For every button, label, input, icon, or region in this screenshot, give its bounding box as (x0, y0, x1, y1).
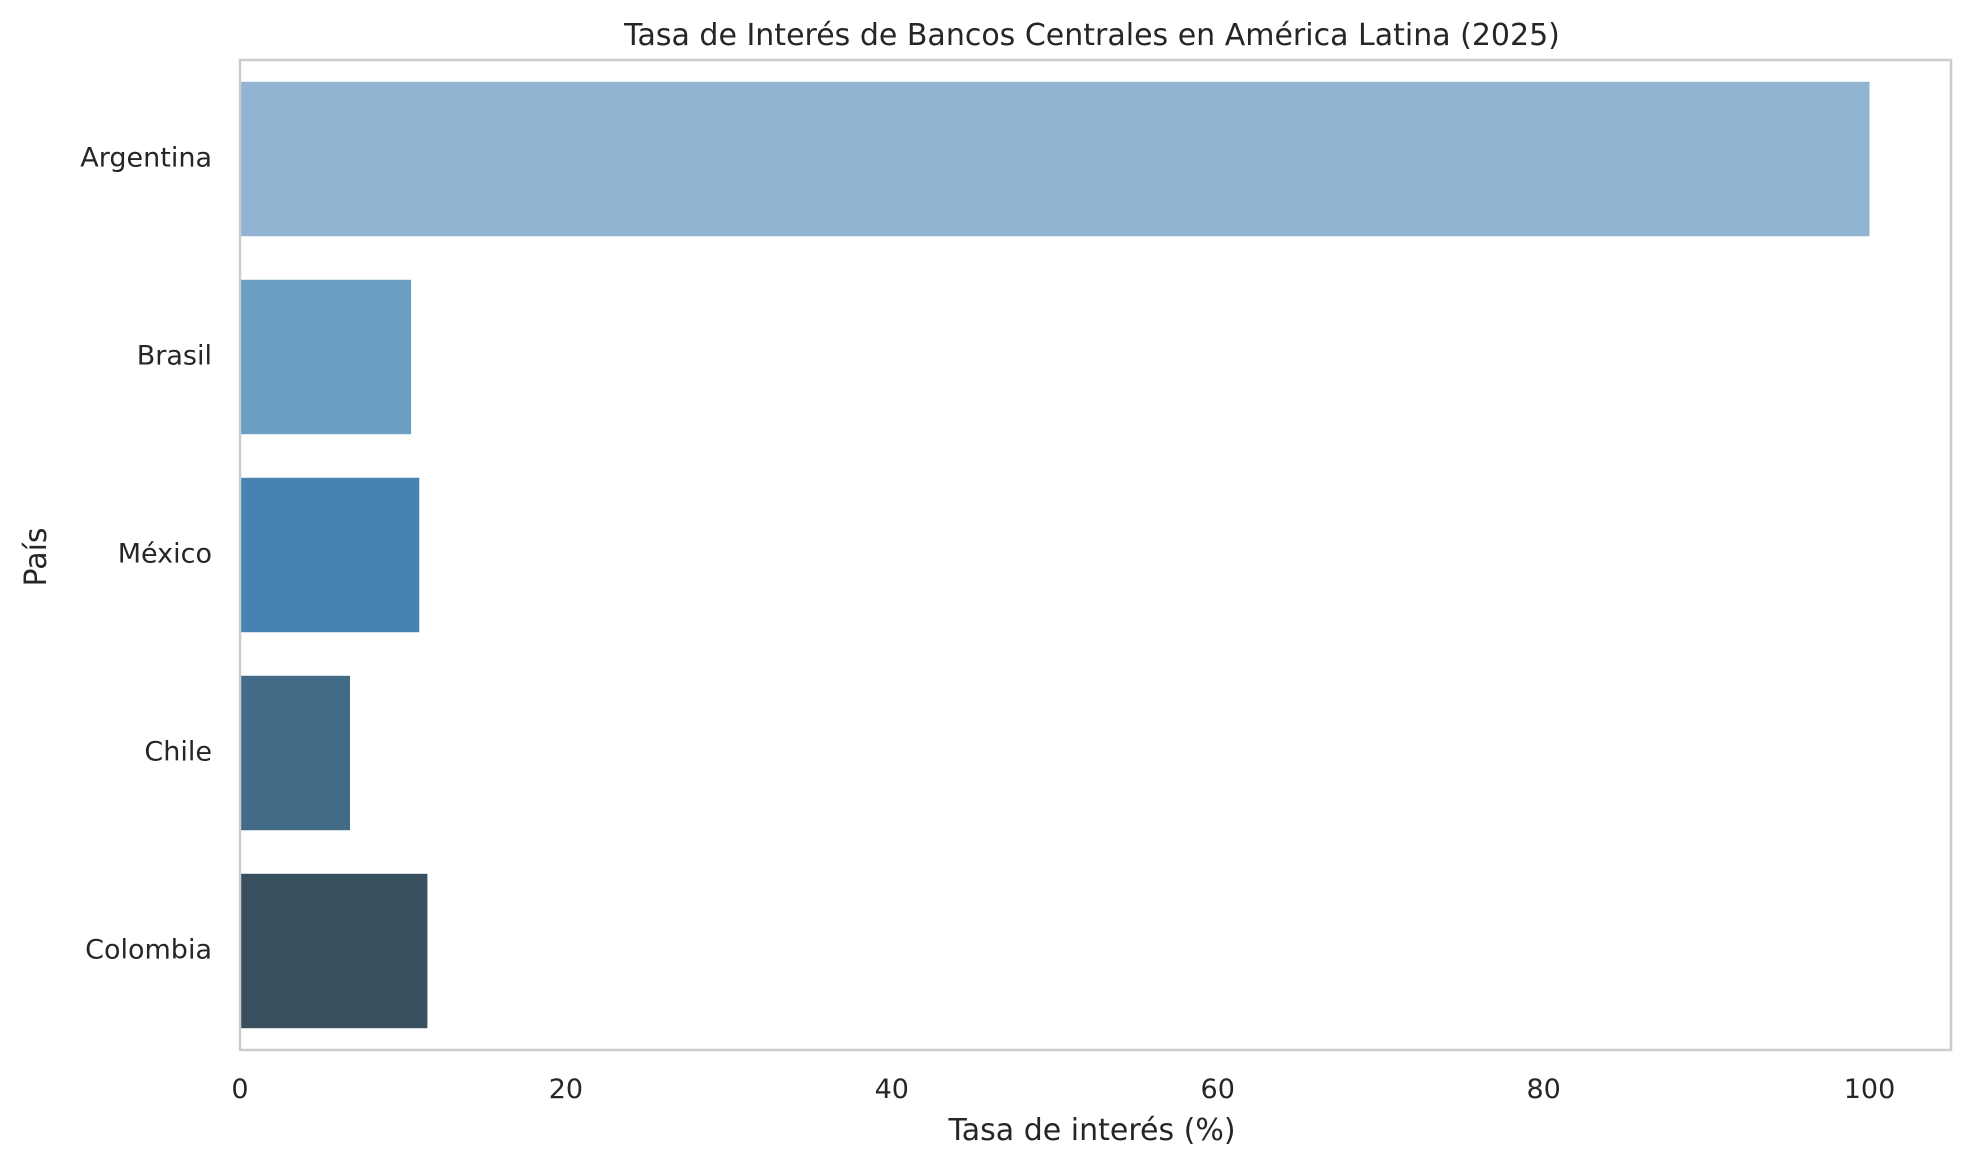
bars-group (240, 81, 1870, 1029)
x-tick-label: 0 (231, 1074, 248, 1105)
chart-title: Tasa de Interés de Bancos Centrales en A… (623, 18, 1560, 53)
y-tick-label: México (118, 539, 212, 570)
y-tick-label: Brasil (137, 341, 212, 372)
bar-brasil (240, 279, 412, 435)
bar-colombia (240, 873, 428, 1029)
x-tick-labels: 0 20 40 60 80 100 (231, 1074, 1895, 1105)
y-tick-label: Chile (144, 737, 212, 768)
plot-frame (238, 58, 1953, 1052)
y-tick-label: Colombia (85, 935, 212, 966)
y-tick-label: Argentina (80, 143, 212, 174)
y-tick-labels: Argentina Brasil México Chile Colombia (80, 143, 212, 966)
bar-argentina (240, 81, 1870, 237)
x-axis-label: Tasa de interés (%) (947, 1113, 1235, 1148)
x-tick-label: 100 (1844, 1074, 1896, 1105)
y-axis-label: País (19, 527, 54, 586)
bar-mexico (240, 477, 420, 633)
x-tick-label: 80 (1526, 1074, 1560, 1105)
x-tick-label: 40 (875, 1074, 909, 1105)
x-tick-label: 20 (549, 1074, 583, 1105)
bar-chile (240, 675, 350, 831)
x-tick-label: 60 (1201, 1074, 1235, 1105)
